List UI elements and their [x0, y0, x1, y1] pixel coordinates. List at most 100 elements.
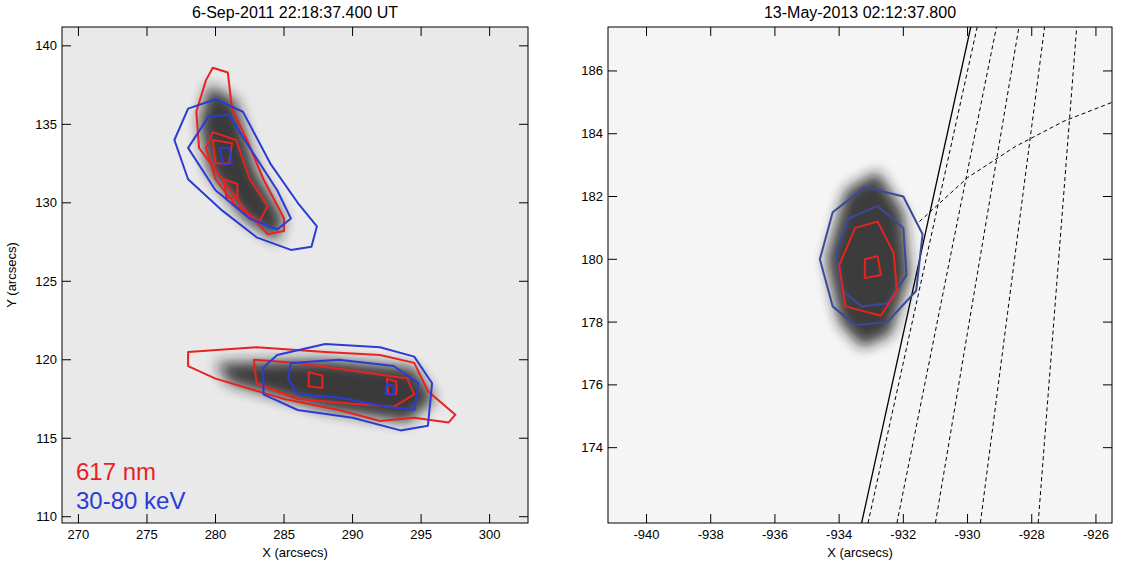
y-tick: [519, 516, 528, 517]
y-tick: [62, 202, 71, 203]
x-tick: [967, 514, 968, 523]
contour: [309, 372, 323, 388]
y-tick: [519, 45, 528, 46]
x-tick: [215, 27, 216, 36]
emission: [826, 171, 909, 347]
x-tick-label: 300: [479, 527, 501, 542]
contour: [188, 115, 291, 230]
y-tick: [519, 359, 528, 360]
x-tick: [774, 27, 775, 36]
y-tick-label: 125: [35, 274, 57, 289]
y-tick-label: 140: [35, 38, 57, 53]
panel: -940-938-936-934-932-930-928-92617417617…: [581, 4, 1112, 560]
x-tick: [146, 27, 147, 36]
x-tick: [284, 514, 285, 523]
y-tick: [62, 281, 71, 282]
x-tick-label: -938: [698, 527, 724, 542]
x-tick: [710, 514, 711, 523]
title: 13-May-2013 02:12:37.800: [764, 4, 956, 21]
x-tick-label: 290: [342, 527, 364, 542]
x-tick: [1031, 514, 1032, 523]
y-tick: [62, 45, 71, 46]
x-tick: [646, 514, 647, 523]
x-tick-label: -934: [826, 527, 852, 542]
contour: [820, 187, 923, 325]
y-tick: [519, 202, 528, 203]
y-tick: [1103, 133, 1112, 134]
contour: [174, 99, 317, 250]
x-tick: [146, 514, 147, 523]
y-tick-label: 115: [36, 431, 57, 446]
x-tick: [839, 27, 840, 36]
x-tick: [421, 27, 422, 36]
title: 6-Sep-2011 22:18:37.400 UT: [192, 4, 398, 21]
y-tick: [608, 384, 617, 385]
y-tick: [608, 133, 617, 134]
x-tick-label: -928: [1019, 527, 1045, 542]
y-tick: [1103, 70, 1112, 71]
x-tick: [215, 514, 216, 523]
y-tick-label: 120: [35, 352, 57, 367]
plot-background: [608, 27, 1112, 523]
contour: [254, 360, 414, 407]
x-tick-label: -932: [890, 527, 916, 542]
x-tick-label: 275: [136, 527, 158, 542]
grid-line: [980, 27, 1044, 523]
y-axis-title: Y (arcsecs): [4, 242, 19, 308]
y-tick: [608, 259, 617, 260]
grid-line: [897, 27, 997, 523]
x-tick-label: 270: [68, 527, 90, 542]
plot-background: [62, 27, 528, 523]
x-tick-label: 295: [410, 527, 432, 542]
frame: [62, 27, 528, 523]
y-tick: [1103, 196, 1112, 197]
x-tick: [489, 27, 490, 36]
y-tick: [62, 359, 71, 360]
y-tick: [1103, 322, 1112, 323]
y-tick: [608, 322, 617, 323]
contour: [220, 148, 232, 165]
plot-area: [174, 68, 455, 431]
y-tick-label: 176: [581, 377, 603, 392]
grid-line: [862, 27, 971, 523]
x-tick: [1031, 27, 1032, 36]
x-tick: [774, 514, 775, 523]
x-tick: [710, 27, 711, 36]
y-tick-label: 184: [581, 126, 603, 141]
legend-entry: 617 nm: [76, 458, 156, 485]
x-tick-label: -940: [634, 527, 660, 542]
y-tick: [62, 516, 71, 517]
y-tick: [608, 447, 617, 448]
contour: [263, 344, 432, 430]
y-tick-label: 110: [36, 509, 57, 524]
x-tick: [78, 27, 79, 36]
y-tick: [608, 196, 617, 197]
contour: [385, 383, 393, 394]
y-tick: [62, 124, 71, 125]
contour: [288, 360, 418, 410]
x-axis-title: X (arcsecs): [827, 545, 893, 560]
y-tick-label: 180: [581, 252, 603, 267]
x-tick: [284, 27, 285, 36]
plot-area: [820, 27, 1112, 523]
grid-line: [868, 27, 977, 523]
x-tick-label: 280: [205, 527, 227, 542]
y-tick-label: 178: [581, 315, 603, 330]
x-tick: [903, 514, 904, 523]
x-tick: [1095, 514, 1096, 523]
contour: [196, 68, 284, 234]
grid-line: [1038, 27, 1077, 523]
x-tick: [421, 514, 422, 523]
y-tick: [608, 70, 617, 71]
y-tick-label: 186: [581, 63, 603, 78]
x-axis-title: X (arcsecs): [262, 545, 328, 560]
x-tick: [967, 27, 968, 36]
x-tick-label: -930: [955, 527, 981, 542]
y-tick-label: 182: [581, 189, 603, 204]
y-tick: [519, 281, 528, 282]
legend-entry: 30-80 keV: [76, 487, 185, 514]
y-tick: [1103, 447, 1112, 448]
x-tick: [903, 27, 904, 36]
figure: 2702752802852902953001101151201251301351…: [0, 0, 1122, 567]
x-tick: [839, 514, 840, 523]
